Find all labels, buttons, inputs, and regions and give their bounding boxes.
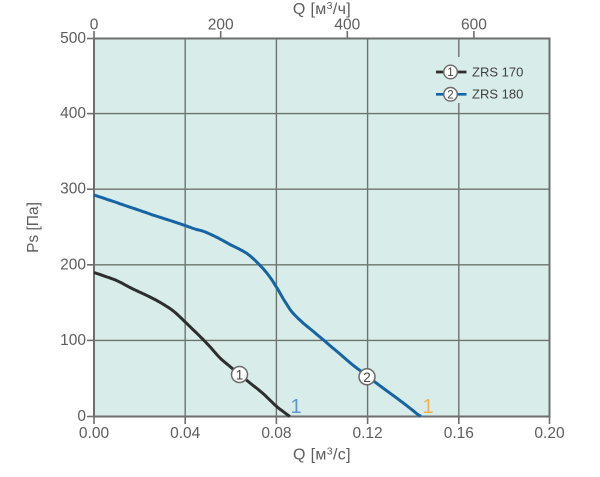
svg-text:2: 2 (363, 370, 371, 385)
svg-text:Q [м3/с]: Q [м3/с] (293, 446, 351, 464)
svg-text:0: 0 (77, 408, 86, 425)
svg-text:Ps [Па]: Ps [Па] (25, 202, 42, 253)
svg-text:400: 400 (334, 17, 360, 34)
svg-text:1: 1 (447, 67, 453, 79)
svg-text:300: 300 (60, 181, 86, 198)
svg-text:1: 1 (290, 396, 301, 418)
svg-text:200: 200 (208, 17, 234, 34)
svg-text:1: 1 (422, 396, 433, 418)
svg-text:1: 1 (236, 368, 244, 383)
svg-text:200: 200 (60, 256, 86, 273)
svg-text:0.12: 0.12 (353, 425, 383, 442)
svg-text:ZRS 170: ZRS 170 (472, 65, 523, 80)
svg-text:0.20: 0.20 (534, 425, 565, 442)
svg-text:2: 2 (447, 90, 453, 102)
svg-text:0: 0 (90, 17, 99, 34)
svg-text:600: 600 (461, 17, 487, 34)
svg-text:500: 500 (60, 30, 86, 47)
svg-text:0.04: 0.04 (170, 425, 201, 442)
svg-text:100: 100 (60, 332, 86, 349)
svg-text:400: 400 (60, 105, 86, 122)
svg-text:0.08: 0.08 (261, 425, 291, 442)
svg-text:ZRS 180: ZRS 180 (472, 87, 523, 102)
svg-text:Q [м3/ч]: Q [м3/ч] (293, 0, 351, 18)
svg-text:0.16: 0.16 (444, 425, 474, 442)
svg-text:0.00: 0.00 (79, 425, 110, 442)
